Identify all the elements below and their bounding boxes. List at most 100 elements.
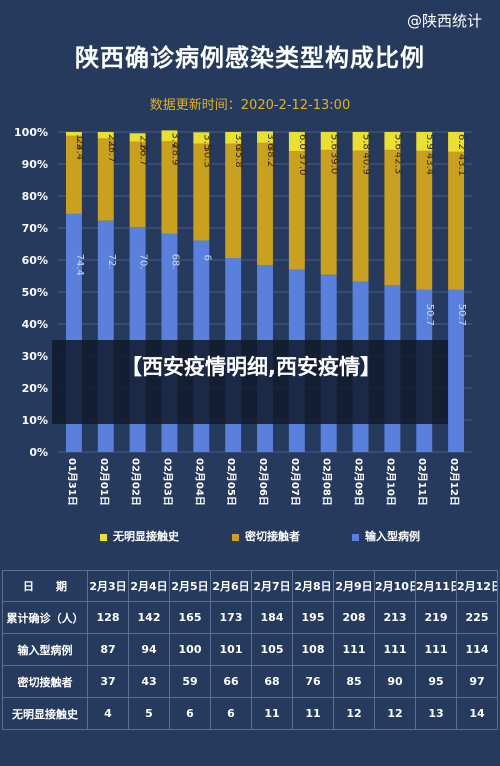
- row-label-cell: 日 期: [2, 570, 88, 602]
- legend-label: 输入型病例: [365, 530, 420, 543]
- data-label: 3.6: [265, 133, 276, 149]
- row-label-cell: 无明显接触史: [2, 697, 88, 730]
- bar-segment: [161, 141, 178, 234]
- table-cell: 95: [415, 665, 457, 698]
- table-cell: 111: [333, 633, 375, 666]
- table-cell: 2月8日: [292, 570, 334, 602]
- legend-label: 无明显接触史: [113, 530, 179, 543]
- table-cell: 2月3日: [87, 570, 129, 602]
- bar-segment: [193, 143, 210, 241]
- bar-segment: [448, 151, 465, 290]
- data-label: 2.0: [106, 134, 117, 150]
- x-tick-label: 02月08日: [321, 458, 333, 506]
- table-cell: 68: [251, 665, 293, 698]
- x-tick-label: 02月02日: [130, 458, 142, 506]
- data-label: 43.4: [424, 153, 435, 175]
- data-label: 3.6: [233, 134, 244, 150]
- bar-segment: [193, 132, 210, 144]
- table-cell: 12: [333, 697, 375, 730]
- table-cell: 111: [374, 633, 416, 666]
- table-cell: 94: [128, 633, 170, 666]
- y-tick-label: 90%: [22, 158, 48, 171]
- table-cell: 6: [169, 697, 211, 730]
- bar-segment: [320, 149, 337, 275]
- watermark-text: @陕西统计: [406, 12, 482, 30]
- table-cell: 128: [87, 601, 129, 634]
- data-label: 1.2: [74, 134, 85, 150]
- stacked-bar-chart: 0% 10% 20% 30% 40% 50% 60% 70% 80% 90% 100% 74.4 24.…: [14, 126, 472, 506]
- table-cell: 2月10日: [374, 570, 416, 602]
- table-row: 输入型病例 87 94 100 101 105 108 111 111 111 114: [2, 633, 498, 666]
- table-cell: 173: [210, 601, 252, 634]
- y-tick-label: 60%: [22, 254, 48, 267]
- bar-segment: [448, 289, 465, 452]
- table-cell: 2月4日: [128, 570, 170, 602]
- y-tick-label: 20%: [22, 382, 48, 395]
- page-title: 陕西确诊病例感染类型构成比例: [75, 44, 425, 72]
- data-label: 6.0: [297, 134, 308, 150]
- data-label: 6: [201, 254, 212, 260]
- data-label: 74.4: [74, 254, 85, 276]
- bar-segment: [225, 132, 242, 144]
- y-tick-label: 80%: [22, 190, 48, 203]
- table-cell: 2月9日: [333, 570, 375, 602]
- legend-swatch: [232, 533, 239, 541]
- table-cell: 114: [456, 633, 498, 666]
- data-label: 50.7: [456, 304, 467, 326]
- table-cell: 76: [292, 665, 334, 698]
- bar-segment: [129, 133, 146, 142]
- data-label: 3.4: [169, 132, 180, 148]
- overlay-banner: [52, 340, 448, 424]
- x-tick-label: 02月01日: [98, 458, 110, 506]
- bar-segment: [352, 132, 369, 151]
- legend-label: 密切接触者: [245, 530, 300, 543]
- table-cell: 2月12日: [456, 570, 498, 602]
- bar-segment: [352, 150, 369, 282]
- table-row: 密切接触者 37 43 59 66 68 76 85 90 95 97: [2, 665, 498, 698]
- table-row: 无明显接触史 4 5 6 6 11 11 12 12 13 14: [2, 697, 498, 730]
- bar-segment: [416, 132, 433, 151]
- bar-segment: [65, 135, 82, 214]
- stats-table: 日 期 2月3日 2月4日 2月5日 2月6日 2月7日 2月8日 2月9日 2月10日 2月11…: [2, 570, 498, 730]
- table-cell: 165: [169, 601, 211, 634]
- x-tick-label: 02月05日: [225, 458, 237, 506]
- table-cell: 213: [374, 601, 416, 634]
- bar-segment: [288, 151, 305, 270]
- table-cell: 14: [456, 697, 498, 730]
- table-cell: 97: [456, 665, 498, 698]
- x-tick-label: 02月09日: [353, 458, 365, 506]
- table-cell: 2月5日: [169, 570, 211, 602]
- table-cell: 142: [128, 601, 170, 634]
- legend-item-imported: 输入型病例: [352, 528, 420, 544]
- data-label: 39.0: [329, 152, 340, 174]
- y-tick-label: 100%: [14, 126, 48, 139]
- data-label: 35.8: [233, 146, 244, 168]
- data-label: 5.9: [424, 134, 435, 150]
- y-tick-label: 40%: [22, 318, 48, 331]
- bar-segment: [416, 150, 433, 290]
- data-label: 24.4: [74, 138, 85, 160]
- table-cell: 6: [210, 697, 252, 730]
- table-cell: 43: [128, 665, 170, 698]
- bar-segment: [97, 132, 114, 139]
- table-cell: 2月11日: [415, 570, 457, 602]
- table-cell: 184: [251, 601, 293, 634]
- chart-legend: 无明显接触史 密切接触者 输入型病例: [0, 528, 500, 544]
- table-cell: 66: [210, 665, 252, 698]
- data-label: 70.: [138, 254, 149, 270]
- table-cell: 111: [415, 633, 457, 666]
- table-cell: 195: [292, 601, 334, 634]
- bar-segment: [65, 132, 82, 136]
- bar-segment: [225, 143, 242, 259]
- row-label-cell: 密切接触者: [2, 665, 88, 698]
- bar-segment: [257, 142, 273, 266]
- data-label: 28.9: [169, 143, 180, 165]
- data-label: 6.2: [456, 134, 467, 150]
- row-label-cell: 累计确诊（人）: [2, 601, 88, 634]
- table-cell: 4: [87, 697, 129, 730]
- x-tick-label: 02月04日: [193, 458, 205, 506]
- x-tick-label: 02月06日: [257, 458, 269, 506]
- x-tick-label: 02月12日: [448, 458, 460, 506]
- table-cell: 11: [251, 697, 293, 730]
